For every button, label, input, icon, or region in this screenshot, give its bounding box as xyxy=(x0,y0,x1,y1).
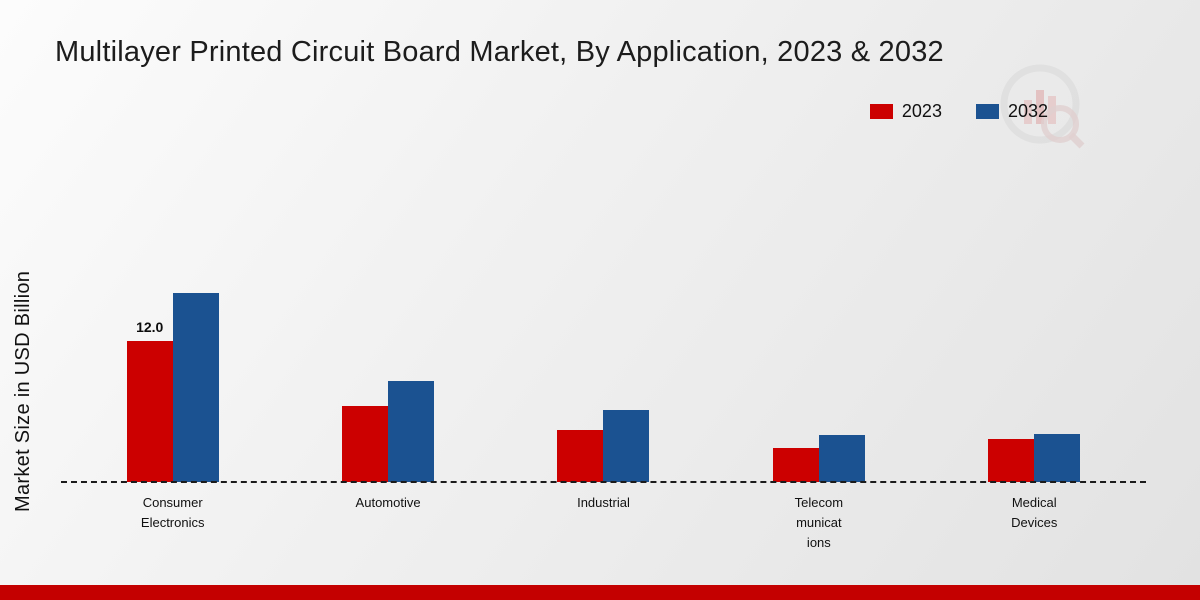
bar-pair xyxy=(988,434,1081,482)
bar-pair: 12.0 xyxy=(126,293,219,482)
bar-2032-industrial xyxy=(603,410,650,482)
legend-item-2023: 2023 xyxy=(869,101,942,122)
bar-2023-automotive xyxy=(342,406,389,482)
bar-chart-logo-icon xyxy=(1000,64,1085,149)
category-label: Industrial xyxy=(577,495,630,510)
bar-2032-telecommunications xyxy=(818,435,865,482)
category-label: Consumer Electronics xyxy=(140,495,205,531)
bar-pair xyxy=(772,435,865,482)
bar-2023-telecommunications xyxy=(772,448,819,482)
bar-2032-medical-devices xyxy=(1034,434,1081,482)
y-axis-label: Market Size in USD Billion xyxy=(12,270,34,512)
bar-pair xyxy=(557,410,650,482)
legend-swatch xyxy=(869,104,893,119)
chart-title: Multilayer Printed Circuit Board Market,… xyxy=(55,36,944,68)
legend-swatch xyxy=(975,104,999,119)
legend: 2023 2032 xyxy=(869,101,1048,122)
x-axis-baseline xyxy=(61,481,1146,483)
legend-label: 2032 xyxy=(1007,101,1048,121)
bar-group-telecommunications: Telecom municat ions xyxy=(772,435,865,550)
bar-2032-consumer-electronics xyxy=(172,293,219,482)
bar-group-industrial: Industrial xyxy=(557,410,650,510)
bar-group-automotive: Automotive xyxy=(342,381,435,510)
bar-2032-automotive xyxy=(388,381,435,482)
bar-group-medical-devices: Medical Devices xyxy=(988,434,1081,530)
footer-accent-bar xyxy=(0,585,1200,600)
bar-2023-medical-devices xyxy=(988,439,1035,482)
category-label: Automotive xyxy=(355,495,421,510)
bar-groups: 12.0 Consumer Electronics Automotive Industr… xyxy=(65,293,1142,550)
legend-item-2032: 2032 xyxy=(975,101,1048,122)
legend-label: 2023 xyxy=(901,101,942,121)
bar-2023-industrial xyxy=(557,430,604,482)
brand-logo-watermark xyxy=(998,62,1088,152)
value-label: 12.0 xyxy=(136,319,164,335)
category-label: Medical Devices xyxy=(1011,495,1058,531)
bar-group-consumer-electronics: 12.0 Consumer Electronics xyxy=(126,293,219,530)
bar-pair xyxy=(342,381,435,482)
category-label: Telecom municat ions xyxy=(794,495,844,551)
bar-2023-consumer-electronics: 12.0 xyxy=(126,319,173,482)
